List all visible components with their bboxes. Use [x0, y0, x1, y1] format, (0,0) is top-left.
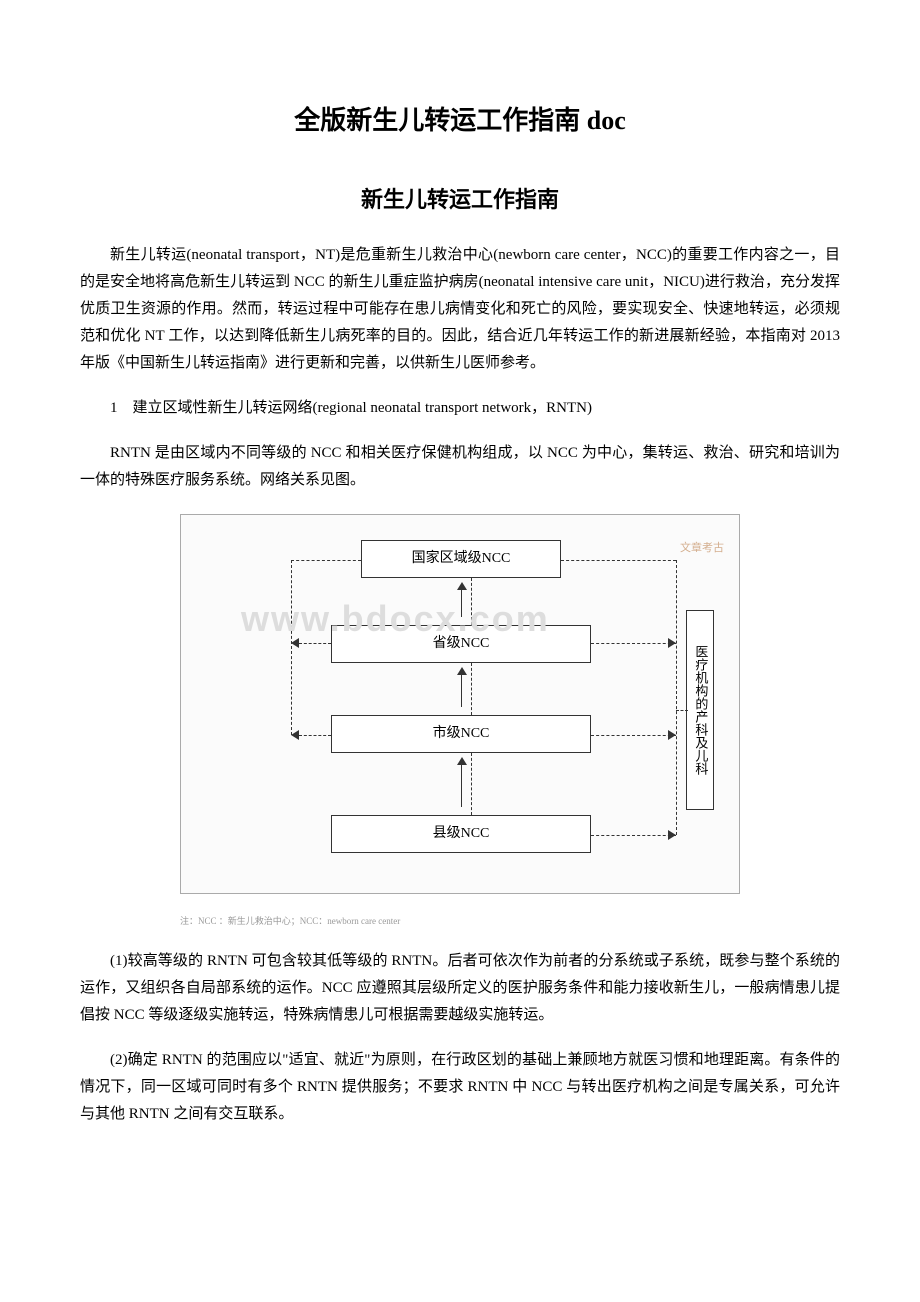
dashed-line-right: [676, 560, 677, 835]
national-ncc-node: 国家区域级NCC: [361, 540, 561, 578]
dashed-line: [676, 710, 688, 711]
dashed-line: [591, 643, 676, 644]
arrow-head: [291, 638, 299, 648]
arrow-line: [461, 761, 462, 807]
dashed-line: [591, 735, 676, 736]
city-ncc-node: 市级NCC: [331, 715, 591, 753]
province-ncc-node: 省级NCC: [331, 625, 591, 663]
arrow-line: [461, 586, 462, 617]
dashed-line: [471, 753, 472, 815]
network-diagram-container: www.bdocx.com 文章考古 国家区域级NCC 省级NCC 市级NCC …: [80, 514, 840, 894]
arrow-line: [461, 671, 462, 707]
arrow-head: [457, 582, 467, 590]
dashed-line: [299, 735, 331, 736]
point-2-paragraph: (2)确定 RNTN 的范围应以"适宜、就近"为原则，在行政区划的基础上兼顾地方…: [80, 1047, 840, 1128]
dashed-line: [471, 663, 472, 715]
logo-mark: 文章考古: [680, 540, 724, 558]
diagram-caption: 注：NCC ：新生儿救治中心；NCC：newborn care center: [180, 914, 840, 928]
arrow-head: [668, 830, 676, 840]
dashed-line: [291, 560, 361, 561]
arrow-head: [457, 667, 467, 675]
rntn-description: RNTN 是由区域内不同等级的 NCC 和相关医疗保健机构组成，以 NCC 为中…: [80, 440, 840, 494]
arrow-head: [291, 730, 299, 740]
network-diagram: www.bdocx.com 文章考古 国家区域级NCC 省级NCC 市级NCC …: [180, 514, 740, 894]
county-ncc-node: 县级NCC: [331, 815, 591, 853]
document-title: 全版新生儿转运工作指南 doc: [80, 100, 840, 142]
medical-institutions-node: 医疗机构的产科及儿科: [686, 610, 714, 810]
intro-paragraph: 新生儿转运(neonatal transport，NT)是危重新生儿救治中心(n…: [80, 242, 840, 377]
dashed-line: [591, 835, 676, 836]
arrow-head: [668, 730, 676, 740]
document-subtitle: 新生儿转运工作指南: [80, 182, 840, 217]
arrow-head: [668, 638, 676, 648]
dashed-line: [471, 578, 472, 625]
dashed-line: [561, 560, 676, 561]
section-1-heading: 1 建立区域性新生儿转运网络(regional neonatal transpo…: [80, 395, 840, 422]
arrow-head: [457, 757, 467, 765]
dashed-line: [299, 643, 331, 644]
point-1-paragraph: (1)较高等级的 RNTN 可包含较其低等级的 RNTN。后者可依次作为前者的分…: [80, 948, 840, 1029]
